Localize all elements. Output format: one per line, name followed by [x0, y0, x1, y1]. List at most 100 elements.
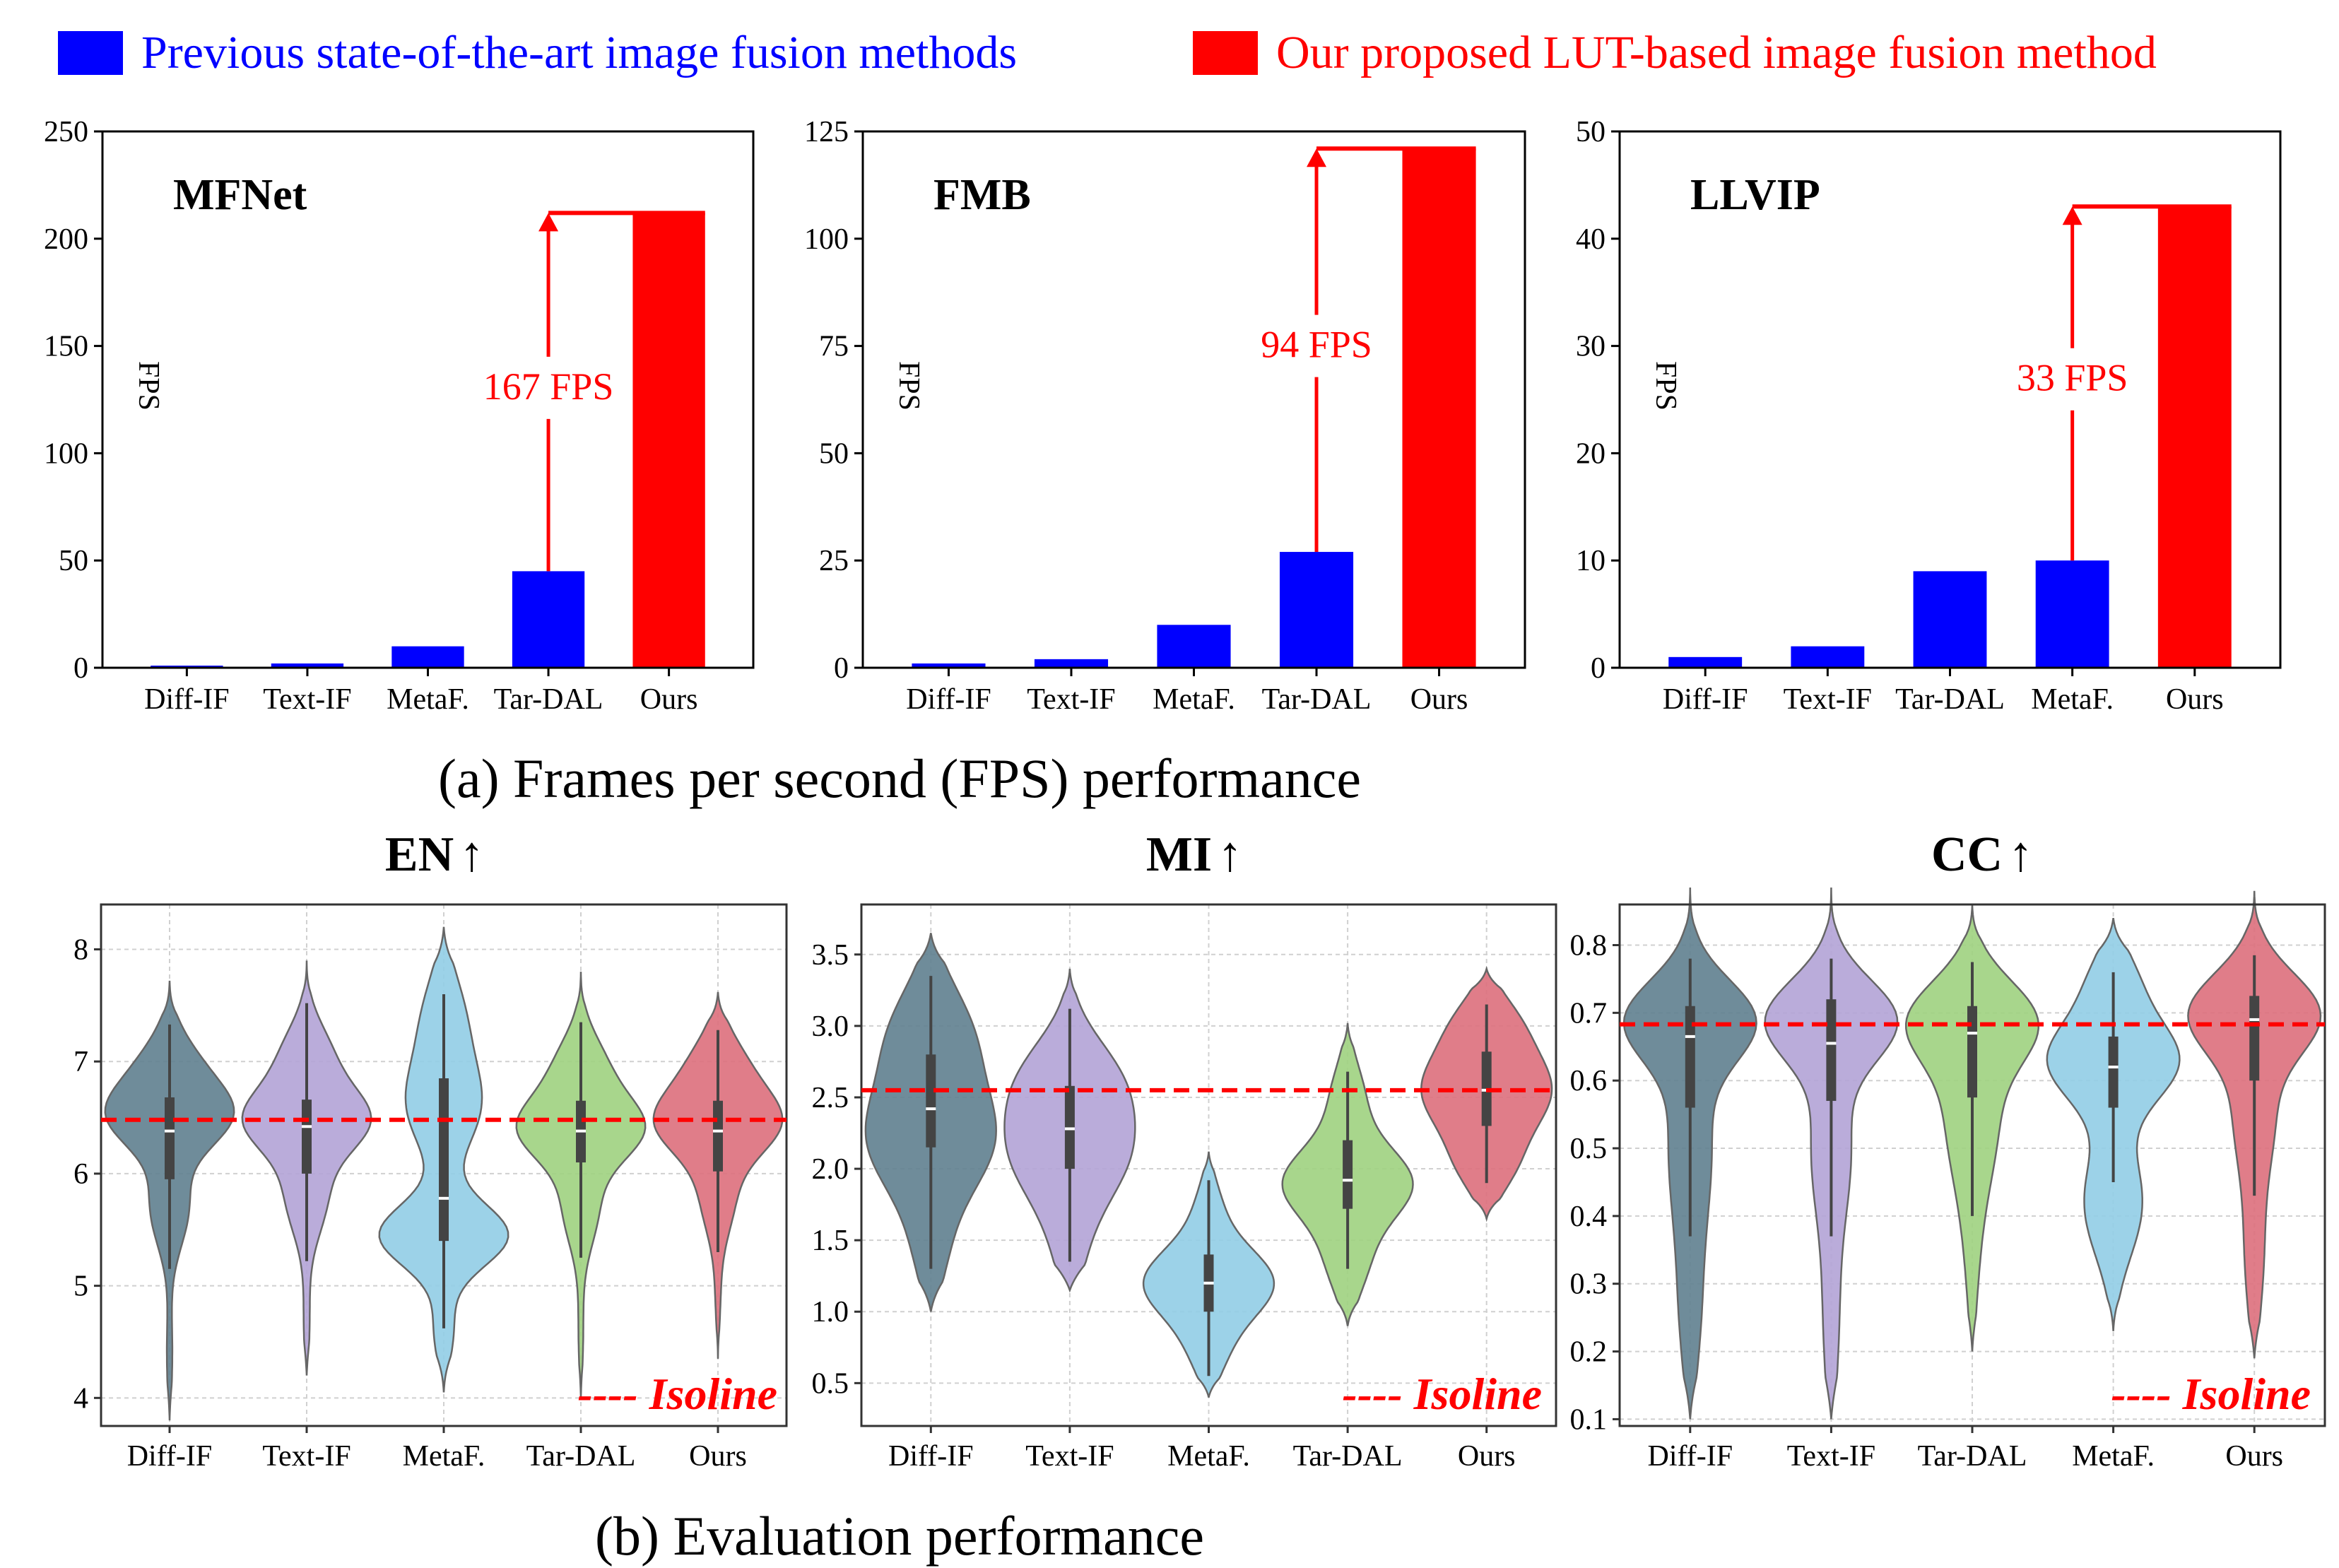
y-tick-label: 8 — [73, 933, 88, 966]
violin-iqr-box — [1826, 999, 1837, 1101]
violin-iqr-box — [1343, 1140, 1353, 1209]
x-tick-label: Ours — [2166, 683, 2224, 716]
y-tick-label: 50 — [819, 437, 849, 470]
y-tick-label: 3.0 — [812, 1010, 849, 1043]
bar-text-if — [1034, 659, 1109, 668]
violin-iqr-box — [926, 1054, 936, 1148]
x-tick-label: Ours — [1458, 1440, 1516, 1473]
bar-ours — [632, 213, 705, 668]
x-tick-label: MetaF. — [403, 1440, 485, 1473]
up-arrow-icon: ↑ — [1218, 827, 1242, 882]
x-tick-label: Diff-IF — [1663, 683, 1748, 716]
y-tick-label: 0 — [73, 652, 88, 685]
y-tick-label: 0.7 — [1570, 997, 1608, 1030]
violin-median — [2108, 1066, 2119, 1069]
violin-median — [1826, 1042, 1837, 1045]
x-tick-label: Text-IF — [1025, 1440, 1114, 1473]
x-tick-label: Tar-DAL — [1293, 1440, 1403, 1473]
violin-median — [2249, 1018, 2260, 1021]
y-axis-label: FPS — [132, 361, 165, 411]
x-tick-label: Diff-IF — [888, 1440, 974, 1473]
y-tick-label: 200 — [44, 223, 88, 256]
y-tick-label: 3.5 — [812, 939, 849, 972]
y-tick-label: 30 — [1576, 331, 1606, 363]
x-tick-label: MetaF. — [2072, 1440, 2155, 1473]
chart-title-text: EN — [385, 827, 454, 882]
violin-median — [1343, 1179, 1353, 1182]
y-tick-label: 125 — [804, 116, 849, 148]
y-tick-label: 10 — [1576, 545, 1606, 577]
chart-title: CC ↑ — [1931, 827, 2033, 882]
y-tick-label: 5 — [73, 1271, 88, 1303]
violin-median — [1203, 1281, 1214, 1285]
annotation-label: 167 FPS — [483, 365, 614, 408]
violin-iqr-box — [439, 1078, 449, 1242]
chart-title-text: MI — [1146, 827, 1212, 882]
violin-iqr-box — [1967, 1006, 1977, 1098]
bar-metaf — [1157, 625, 1231, 668]
x-tick-label: MetaF. — [1167, 1440, 1250, 1473]
y-tick-label: 0.5 — [1570, 1133, 1608, 1165]
y-tick-label: 0.5 — [812, 1367, 849, 1400]
violin-median — [713, 1129, 723, 1133]
y-tick-label: 2.5 — [812, 1082, 849, 1114]
violin-iqr-box — [2108, 1036, 2119, 1108]
caption-a: (a) Frames per second (FPS) performance — [438, 748, 1361, 809]
annotation-arrow-head — [1307, 148, 1327, 167]
violin-median — [1967, 1032, 1977, 1035]
y-tick-label: 25 — [819, 545, 849, 577]
y-tick-label: 100 — [44, 437, 88, 470]
annotation-arrow-head — [2062, 206, 2082, 225]
y-tick-label: 100 — [804, 223, 849, 256]
violin-iqr-box — [1685, 1006, 1695, 1108]
chart-title: LLVIP — [1690, 171, 1820, 219]
y-tick-label: 4 — [73, 1382, 88, 1415]
y-tick-label: 40 — [1576, 223, 1606, 256]
violin-chart-en: 4 5 6 7 8 Diff-IF Text-IF MetaF. Tar-DAL Ours EN ↑ -… — [73, 827, 788, 1473]
x-tick-label: Tar-DAL — [1262, 683, 1372, 716]
chart-title-text: CC — [1931, 827, 2003, 882]
y-axis-label: FPS — [1649, 361, 1682, 411]
bar-metaf — [2035, 560, 2109, 668]
y-tick-label: 150 — [44, 331, 88, 363]
bar-metaf — [391, 646, 464, 668]
isoline-legend: ---- Isoline — [2111, 1369, 2311, 1419]
chart-title: FMB — [933, 171, 1031, 219]
x-tick-label: Text-IF — [1784, 683, 1872, 716]
isoline-legend: ---- Isoline — [1342, 1369, 1542, 1419]
x-tick-label: Tar-DAL — [526, 1440, 636, 1473]
violin-iqr-box — [165, 1097, 175, 1179]
y-tick-label: 1.0 — [812, 1296, 849, 1328]
y-tick-label: 0.8 — [1570, 930, 1608, 962]
y-tick-label: 50 — [1576, 116, 1606, 148]
y-tick-label: 250 — [44, 116, 88, 148]
up-arrow-icon: ↑ — [2008, 827, 2033, 882]
x-tick-label: Ours — [1410, 683, 1468, 716]
violin-iqr-box — [713, 1100, 723, 1172]
violin-iqr-box — [302, 1100, 312, 1174]
x-tick-label: Text-IF — [263, 683, 351, 716]
x-tick-label: Ours — [689, 1440, 747, 1473]
bar-ours — [1402, 148, 1476, 668]
chart-title: MFNet — [173, 171, 307, 219]
bar-chart-fmb: 0 25 50 75 100 125 Diff-IF Text-IF MetaF. Tar-DAL… — [804, 116, 1526, 716]
x-tick-label: Diff-IF — [906, 683, 991, 716]
violin-chart-mi: 0.5 1.0 1.5 2.0 2.5 3.0 3.5 Diff-IF Text-IF MetaF… — [812, 827, 1557, 1473]
y-tick-label: 20 — [1576, 437, 1606, 470]
x-tick-label: MetaF. — [2031, 683, 2114, 716]
y-tick-label: 75 — [819, 331, 849, 363]
y-tick-label: 7 — [73, 1046, 88, 1078]
caption-b: (b) Evaluation performance — [595, 1505, 1204, 1567]
violin-iqr-box — [2249, 996, 2260, 1081]
x-tick-label: Text-IF — [1027, 683, 1115, 716]
legend: Previous state-of-the-art image fusion m… — [58, 27, 2157, 78]
bar-ours — [2157, 206, 2232, 668]
y-axis-label: FPS — [892, 361, 925, 411]
annotation-arrow-head — [538, 213, 559, 232]
y-tick-label: 0 — [834, 652, 849, 685]
x-tick-label: Tar-DAL — [1918, 1440, 2027, 1473]
annotation-label: 94 FPS — [1261, 324, 1372, 366]
violin-median — [165, 1129, 175, 1133]
bar-tar-dal — [1913, 571, 1987, 668]
y-tick-label: 0.6 — [1570, 1065, 1608, 1097]
